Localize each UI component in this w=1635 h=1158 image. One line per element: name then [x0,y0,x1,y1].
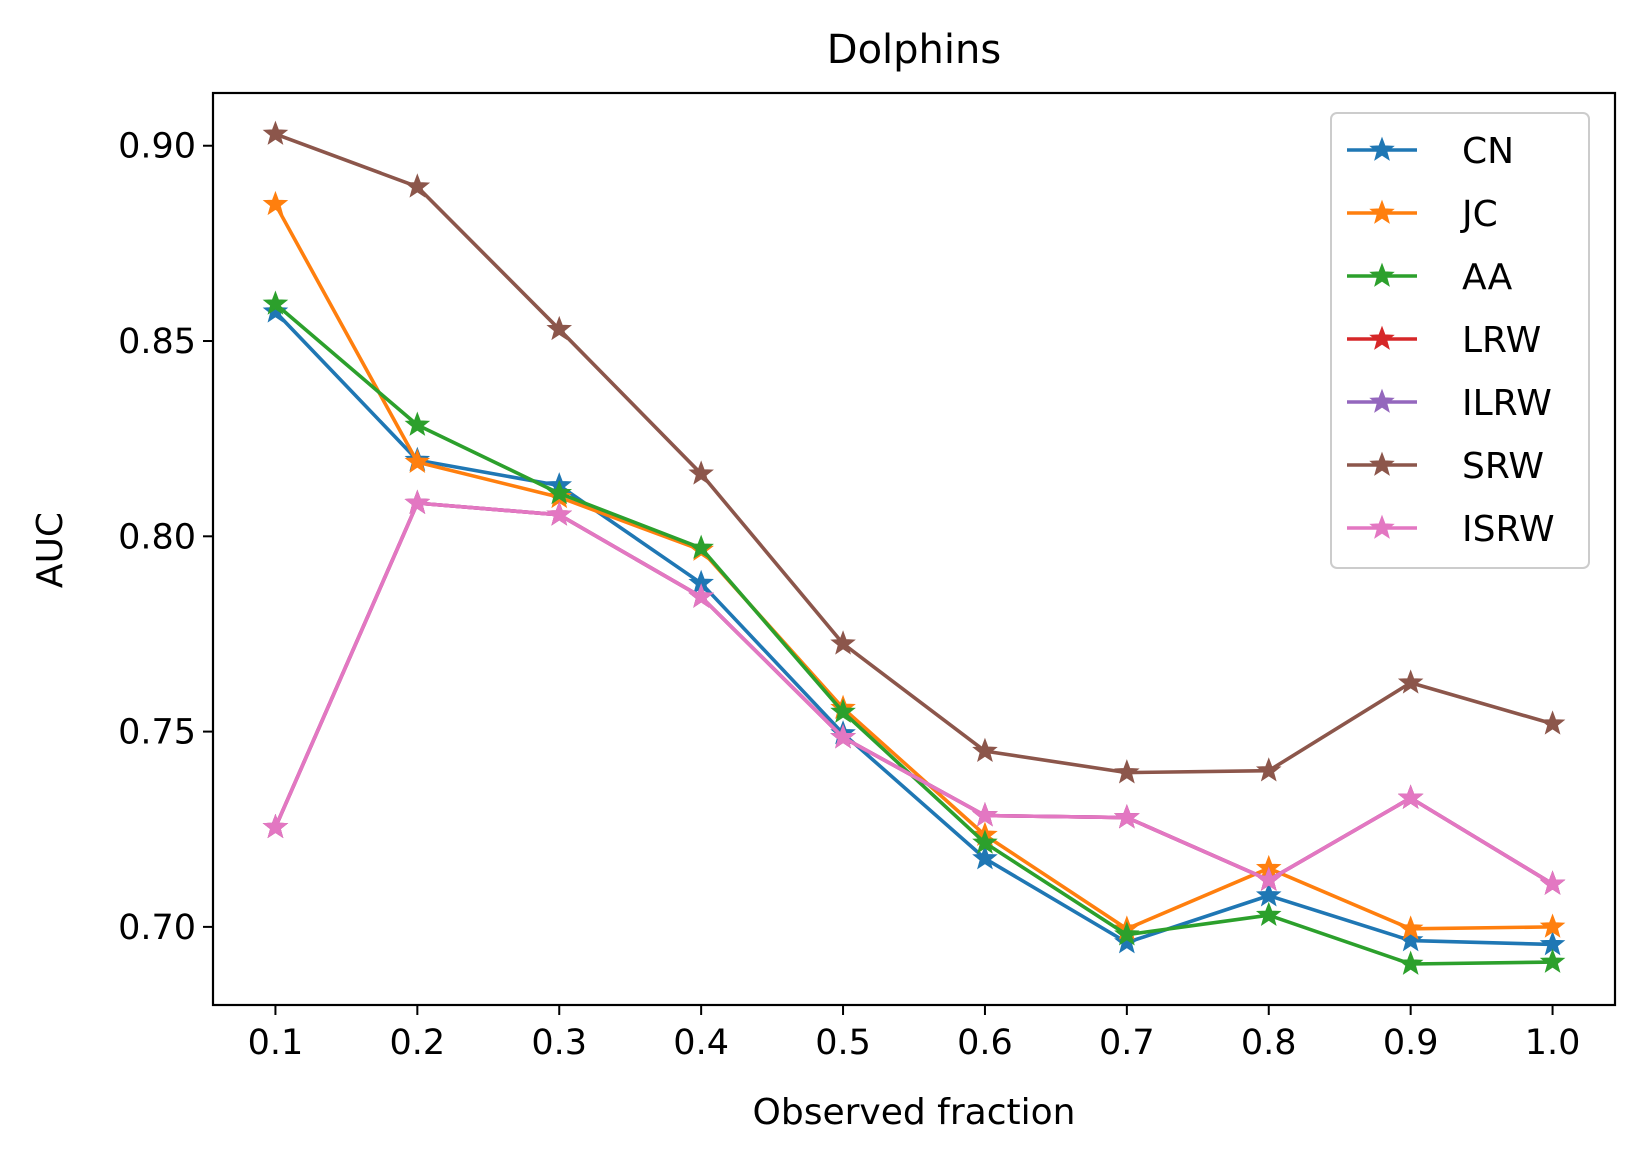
series-srw [262,120,1566,784]
legend: CN JC AA LRW ILRW SRW ISRW [1330,112,1590,569]
y-tick-label: 0.80 [118,517,196,557]
data-point-aa [546,479,573,505]
chart-title: Dolphins [827,27,1001,73]
legend-swatch-marker [1369,514,1395,539]
legend-label: CN [1462,131,1514,172]
data-point-srw [262,120,289,145]
data-point-aa [1539,948,1566,973]
data-point-cn [1255,882,1282,907]
legend-item-jc: JC [1347,194,1498,235]
legend-item-lrw: LRW [1347,320,1541,361]
data-point-aa [404,411,431,436]
data-point-aa [972,829,998,854]
data-point-isrw [546,501,573,526]
legend-item-ilrw: ILRW [1347,383,1552,424]
series-line-isrw [273,501,1555,886]
data-point-aa [830,698,856,723]
series-line-cn [273,309,1555,947]
x-tick-label: 0.9 [1383,1023,1439,1063]
series-isrw [262,489,1566,895]
data-point-srw [1114,759,1140,784]
legend-swatch-marker [1369,199,1395,224]
data-point-cn [1114,929,1140,954]
legend-label: SRW [1462,446,1544,487]
data-point-isrw [688,583,714,608]
data-point-isrw [262,813,289,839]
data-point-isrw [1255,866,1282,891]
x-tick-label: 0.5 [815,1023,871,1063]
data-point-srw [1255,757,1282,782]
legend-item-cn: CN [1347,131,1514,172]
x-tick-label: 1.0 [1525,1023,1581,1063]
plot-frame [211,91,1617,1007]
x-axis-label: Observed fraction [753,1092,1076,1133]
series-line-srw [273,132,1555,775]
data-point-jc [404,448,431,473]
y-tick-label: 0.85 [118,322,196,362]
legend-label: ILRW [1462,383,1552,424]
y-axis-label: AUC [30,512,71,588]
data-point-srw [972,737,998,762]
data-point-cn [262,298,289,323]
y-axis-ticks: 0.70 0.75 0.80 0.85 0.90 [118,127,213,948]
data-point-jc [1539,913,1566,938]
legend-item-srw: SRW [1347,446,1544,487]
data-point-srw [404,173,431,198]
data-point-isrw [404,489,431,514]
legend-label: JC [1460,194,1498,235]
data-point-jc [1397,915,1424,940]
data-point-aa [1114,921,1140,946]
data-point-aa [688,534,714,559]
legend-label: AA [1462,257,1513,298]
series-layer [262,120,1566,975]
data-point-isrw [1539,870,1566,895]
data-point-cn [1397,927,1424,952]
x-tick-label: 0.3 [531,1023,587,1063]
legend-label: LRW [1462,320,1541,361]
data-point-srw [546,315,573,341]
legend-swatch-marker [1369,388,1395,413]
data-point-srw [688,460,714,485]
x-tick-label: 0.7 [1099,1023,1155,1063]
data-point-isrw [1397,784,1424,809]
data-point-aa [1397,950,1424,975]
x-tick-label: 0.8 [1241,1023,1297,1063]
data-point-srw [1539,710,1566,735]
x-tick-label: 0.1 [248,1023,304,1063]
legend-label: ISRW [1462,509,1555,550]
legend-item-isrw: ISRW [1347,509,1555,550]
x-tick-label: 0.6 [957,1023,1013,1063]
legend-swatch-marker [1369,325,1395,350]
y-tick-label: 0.75 [118,713,196,753]
data-point-srw [1397,669,1424,694]
y-tick-label: 0.90 [118,127,196,167]
data-point-isrw [1114,804,1140,829]
data-point-isrw [972,802,998,827]
legend-swatch-marker [1369,451,1395,476]
legend-swatch-marker [1369,136,1395,161]
x-tick-label: 0.2 [390,1023,446,1063]
legend-item-aa: AA [1347,257,1513,298]
x-axis-ticks: 0.1 0.2 0.3 0.4 0.5 0.6 0.7 0.8 0.9 1.0 [248,1005,1581,1063]
series-line-jc [273,202,1555,931]
data-point-aa [1255,901,1282,927]
data-point-srw [830,630,856,655]
data-point-isrw [830,724,856,749]
y-tick-label: 0.70 [118,908,196,948]
data-point-jc [262,190,289,216]
data-point-aa [262,290,289,315]
data-point-cn [972,845,998,870]
legend-swatch-marker [1369,262,1395,287]
x-tick-label: 0.4 [673,1023,729,1063]
legend-box [1330,112,1590,569]
